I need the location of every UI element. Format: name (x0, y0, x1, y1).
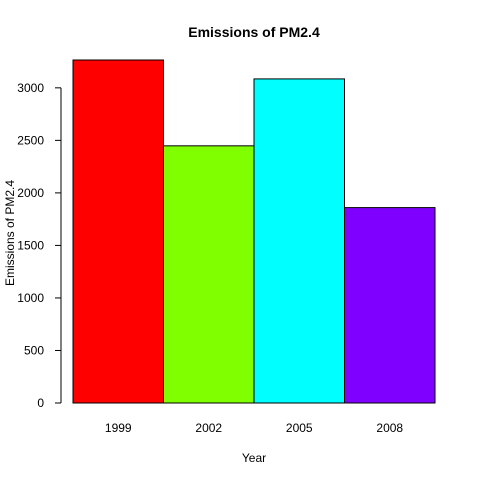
y-tick-label: 500 (24, 343, 44, 357)
x-tick-label: 2008 (376, 421, 403, 435)
bar-2002 (163, 145, 255, 404)
y-tick-label: 1000 (17, 291, 44, 305)
x-axis-title: Year (242, 451, 266, 465)
bars-group (72, 59, 436, 404)
x-tick-label: 2005 (286, 421, 313, 435)
bar-1999 (72, 59, 164, 404)
bar-2005 (253, 78, 345, 404)
y-tick-label: 2500 (17, 133, 44, 147)
x-axis-labels: 1999 2002 2005 2008 (105, 421, 404, 435)
y-axis-title: Emissions of PM2.4 (3, 180, 17, 286)
y-tick-label: 1500 (17, 238, 44, 252)
bar-2008 (344, 207, 436, 404)
x-tick-label: 1999 (105, 421, 132, 435)
y-tick-label: 0 (37, 396, 44, 410)
x-tick-label: 2002 (195, 421, 222, 435)
y-tick-label: 3000 (17, 81, 44, 95)
chart-title: Emissions of PM2.4 (188, 24, 320, 40)
y-axis: 0 500 1000 1500 2000 2500 3000 (17, 81, 62, 410)
y-tick-label: 2000 (17, 186, 44, 200)
